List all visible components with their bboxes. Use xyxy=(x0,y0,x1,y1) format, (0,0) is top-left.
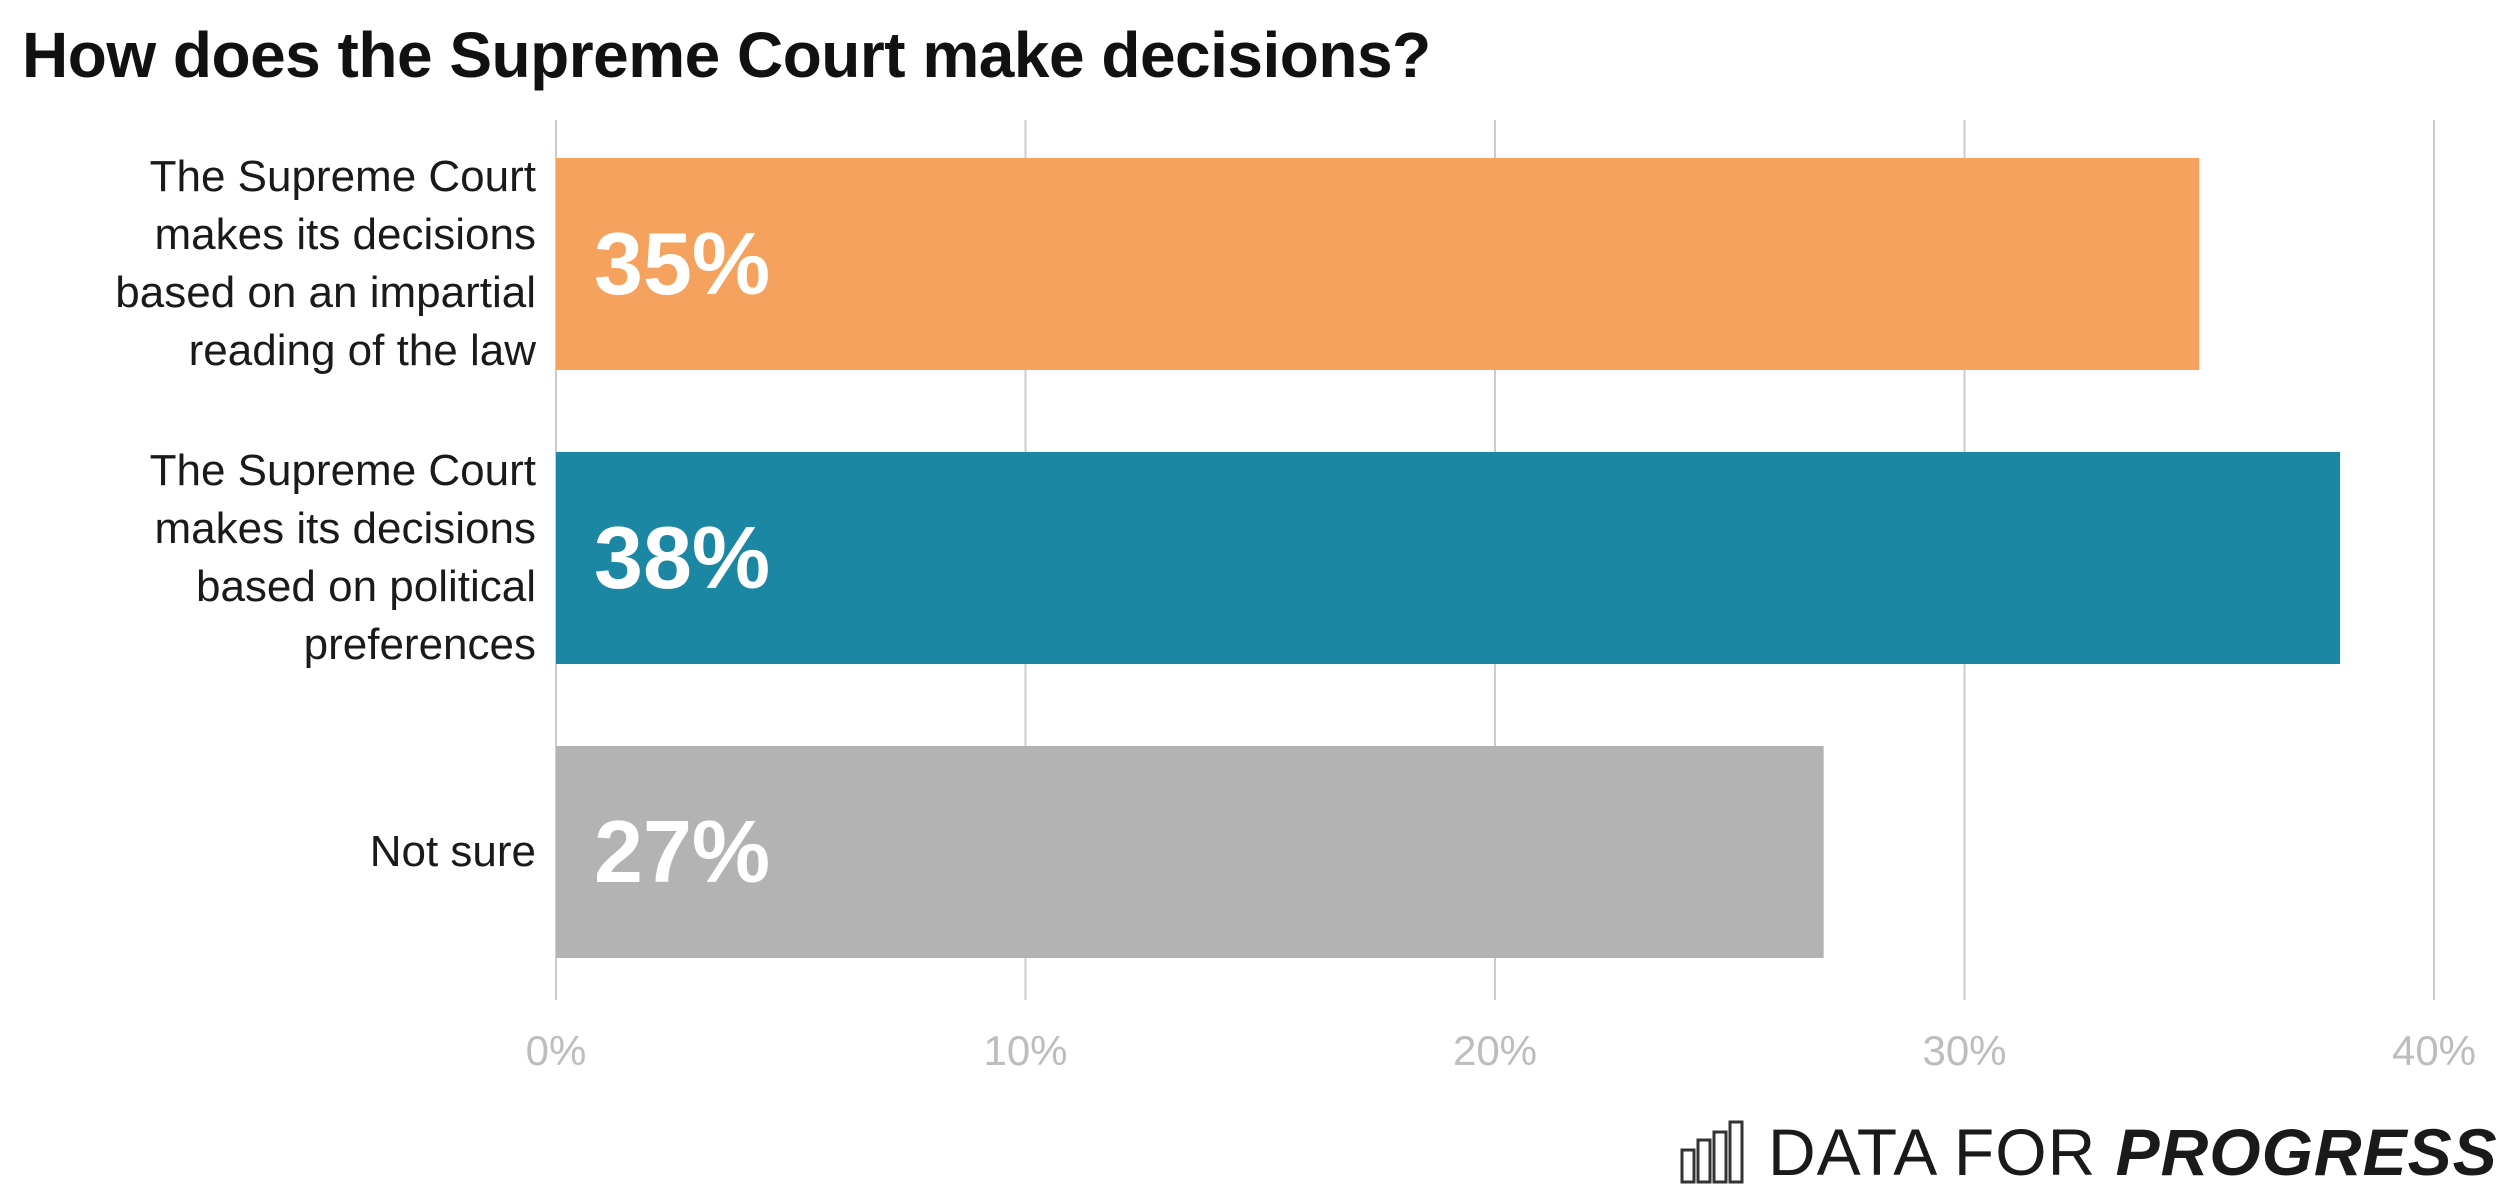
brand-emphasis: PROGRESS xyxy=(2115,1115,2498,1189)
category-label: The Supreme Court makes its decisions base… xyxy=(16,442,536,674)
brand-logo: DATA FOR PROGRESS xyxy=(1680,1112,2498,1192)
category-label: The Supreme Court makes its decisions base… xyxy=(16,148,536,380)
category-label-line: Not sure xyxy=(369,827,536,876)
x-tick-label: 30% xyxy=(1922,1027,2006,1074)
brand-name: DATA FOR PROGRESS xyxy=(1768,1114,2498,1190)
category-label-line: based on an impartial xyxy=(115,268,536,317)
data-label: 38% xyxy=(594,508,770,607)
category-label: Not sure xyxy=(16,823,536,881)
category-label-line: reading of the law xyxy=(188,326,536,375)
category-label-line: makes its decisions xyxy=(154,210,536,259)
bar-chart-icon xyxy=(1680,1120,1744,1184)
bar xyxy=(556,452,2341,664)
x-tick-label: 20% xyxy=(1453,1027,1537,1074)
category-label-line: The Supreme Court xyxy=(149,446,536,495)
x-tick-label: 40% xyxy=(2392,1027,2476,1074)
category-label-line: preferences xyxy=(303,620,536,669)
data-label: 27% xyxy=(594,802,770,901)
category-label-line: makes its decisions xyxy=(154,504,536,553)
data-label: 35% xyxy=(594,214,770,313)
bar xyxy=(556,158,2200,370)
category-label-line: The Supreme Court xyxy=(149,152,536,201)
x-tick-label: 10% xyxy=(983,1027,1067,1074)
chart-title: How does the Supreme Court make decision… xyxy=(22,19,1431,91)
bar xyxy=(556,746,1824,958)
x-tick-label: 0% xyxy=(526,1027,587,1074)
brand-prefix: DATA FOR xyxy=(1768,1115,2116,1189)
category-label-line: based on political xyxy=(195,562,536,611)
